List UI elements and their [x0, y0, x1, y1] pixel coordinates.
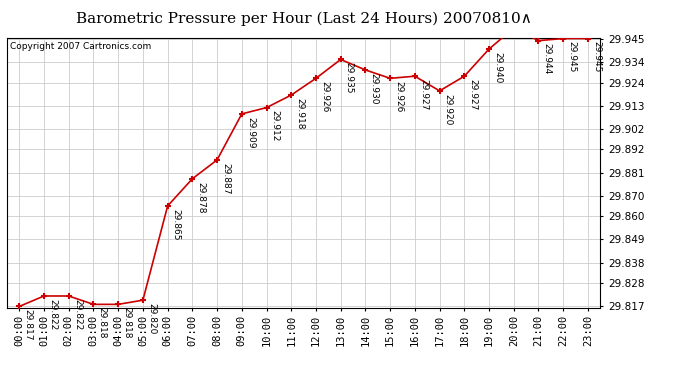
Text: Barometric Pressure per Hour (Last 24 Hours) 20070810∧: Barometric Pressure per Hour (Last 24 Ho… [76, 11, 531, 26]
Text: 29.940: 29.940 [493, 52, 502, 83]
Text: 29.818: 29.818 [97, 307, 106, 339]
Text: 29.935: 29.935 [345, 62, 354, 94]
Text: 29.930: 29.930 [370, 73, 379, 104]
Text: 29.944: 29.944 [542, 44, 551, 75]
Text: 29.909: 29.909 [246, 117, 255, 148]
Text: 29.927: 29.927 [419, 79, 428, 110]
Text: 29.818: 29.818 [122, 307, 131, 339]
Text: 29.945: 29.945 [567, 41, 576, 73]
Text: 29.912: 29.912 [270, 110, 279, 142]
Text: 29.822: 29.822 [48, 299, 57, 330]
Text: 29.865: 29.865 [172, 209, 181, 240]
Text: 29.926: 29.926 [320, 81, 329, 112]
Text: 29.945: 29.945 [592, 41, 601, 73]
Text: 29.926: 29.926 [394, 81, 403, 112]
Text: Copyright 2007 Cartronics.com: Copyright 2007 Cartronics.com [10, 42, 151, 51]
Text: 29.878: 29.878 [197, 182, 206, 213]
Text: 29.950: 29.950 [0, 374, 1, 375]
Text: 29.817: 29.817 [23, 309, 32, 341]
Text: 29.920: 29.920 [444, 94, 453, 125]
Text: 29.887: 29.887 [221, 163, 230, 194]
Text: 29.820: 29.820 [147, 303, 156, 334]
Text: 29.918: 29.918 [295, 98, 304, 129]
Text: 29.822: 29.822 [73, 299, 82, 330]
Text: 29.927: 29.927 [469, 79, 477, 110]
